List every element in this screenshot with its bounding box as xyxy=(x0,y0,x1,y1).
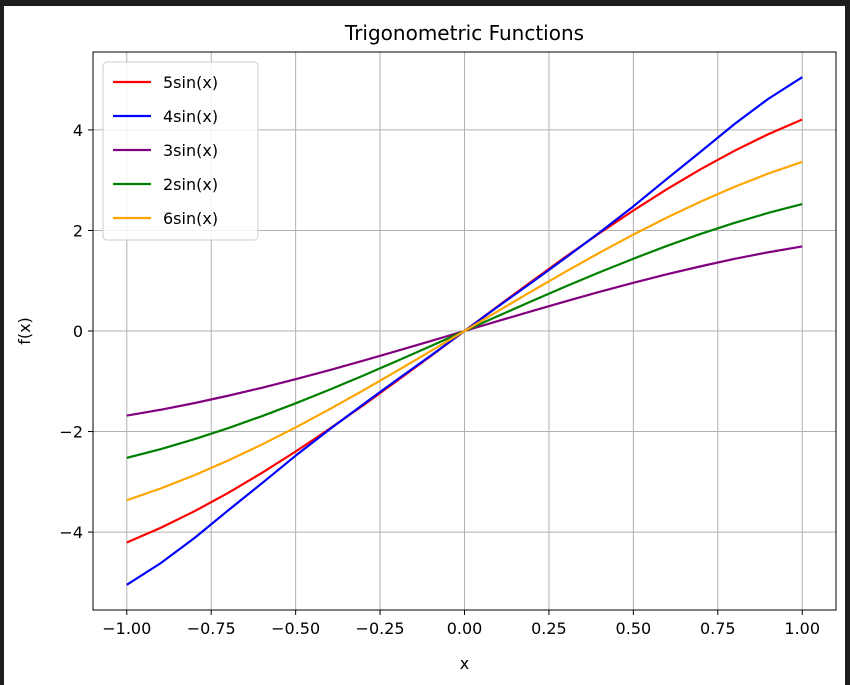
series-line-5 xyxy=(126,160,803,502)
chart-figure: −1.00 −0.75 −0.50 −0.25 0.00 0.25 0.50 0.75 1.00… xyxy=(4,6,845,685)
line-chart: −1.00 −0.75 −0.50 −0.25 0.00 0.25 0.50 0.75 1.00… xyxy=(15,21,837,673)
x-tick-label: −0.50 xyxy=(271,619,320,638)
x-tick-label: 0.50 xyxy=(616,619,652,638)
x-tick-label: −0.75 xyxy=(187,619,236,638)
legend-entry-label: 3sin(x) xyxy=(163,141,218,160)
legend-entry-label: 4sin(x) xyxy=(163,107,218,126)
legend-entry-label: 2sin(x) xyxy=(163,175,218,194)
x-tick-label: 0.75 xyxy=(700,619,736,638)
legend-box xyxy=(102,61,259,241)
y-axis-ticks: −4 −2 0 2 4 xyxy=(59,121,93,542)
x-axis-ticks: −1.00 −0.75 −0.50 −0.25 0.00 0.25 0.50 0.75 1.00 xyxy=(102,610,820,638)
y-axis-label: f(x) xyxy=(15,317,34,345)
y-tick-label: 2 xyxy=(73,221,83,240)
x-tick-label: 0.00 xyxy=(447,619,483,638)
x-axis-label: x xyxy=(460,654,469,673)
x-tick-label: 0.25 xyxy=(531,619,567,638)
y-tick-label: 0 xyxy=(73,322,83,341)
y-tick-label: 4 xyxy=(73,121,83,140)
x-tick-label: −1.00 xyxy=(102,619,151,638)
y-tick-label: −2 xyxy=(59,423,83,442)
legend: 5sin(x) 4sin(x) 3sin(x) 2sin(x) 6sin(x) xyxy=(102,61,259,241)
y-tick-label: −4 xyxy=(59,523,83,542)
legend-entry-label: 5sin(x) xyxy=(163,73,218,92)
series-lines xyxy=(126,76,803,586)
x-tick-label: −0.25 xyxy=(356,619,405,638)
legend-entry-label: 6sin(x) xyxy=(163,209,218,228)
chart-title: Trigonometric Functions xyxy=(344,21,584,45)
x-tick-label: 1.00 xyxy=(784,619,820,638)
